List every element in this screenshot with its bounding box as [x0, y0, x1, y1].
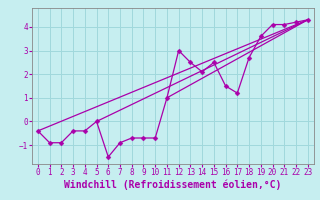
- X-axis label: Windchill (Refroidissement éolien,°C): Windchill (Refroidissement éolien,°C): [64, 180, 282, 190]
